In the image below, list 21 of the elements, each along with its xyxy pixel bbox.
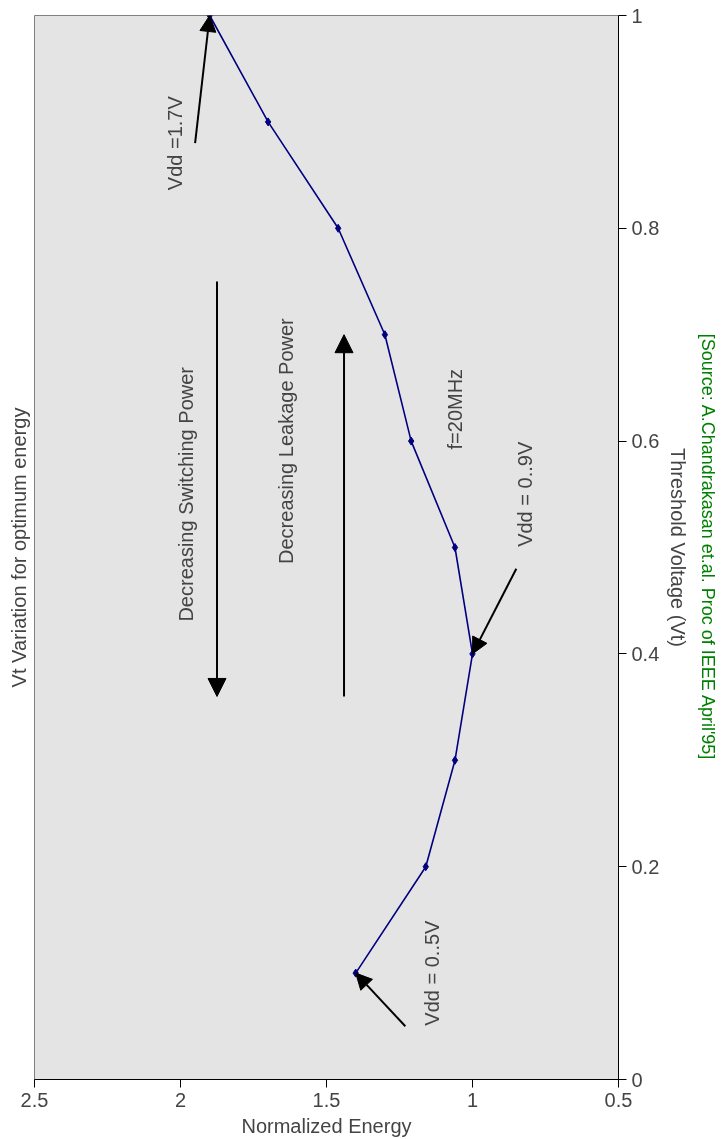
text: [Source: A.Chandrakasan et.al. Proc of IEEE April'95] [697, 333, 718, 760]
y-tick-label: 0.6 [631, 430, 660, 453]
y-tick-label: 1 [631, 4, 643, 27]
x-tick-label: 1.5 [312, 1088, 341, 1111]
y-tick-label: 0.8 [631, 217, 660, 240]
x-axis-title: Normalized Energy [241, 1114, 412, 1137]
x-tick-label: 2 [174, 1088, 187, 1111]
x-tick-label: 1 [466, 1088, 479, 1111]
y-tick-label: 0 [631, 1068, 643, 1091]
annotation: Vdd =1.7V [163, 95, 186, 191]
annotation: Vdd = 0..5V [420, 919, 443, 1026]
x-tick-label: 0.5 [604, 1088, 633, 1111]
y-axis-title: Threshold Voltage (Vt) [667, 448, 690, 647]
annotation: Vdd = 0..9V [514, 441, 537, 547]
annotation: Decreasing Switching Power [175, 366, 198, 622]
annotation: Decreasing Leakage Power [274, 317, 297, 564]
y-tick-label: 0.2 [631, 855, 660, 878]
x-tick-label: 2.5 [20, 1088, 49, 1111]
y-tick-label: 0.4 [631, 642, 660, 665]
annotation: f=20MHz [443, 368, 466, 450]
text: Vt Variation for optimum energy [7, 407, 30, 688]
